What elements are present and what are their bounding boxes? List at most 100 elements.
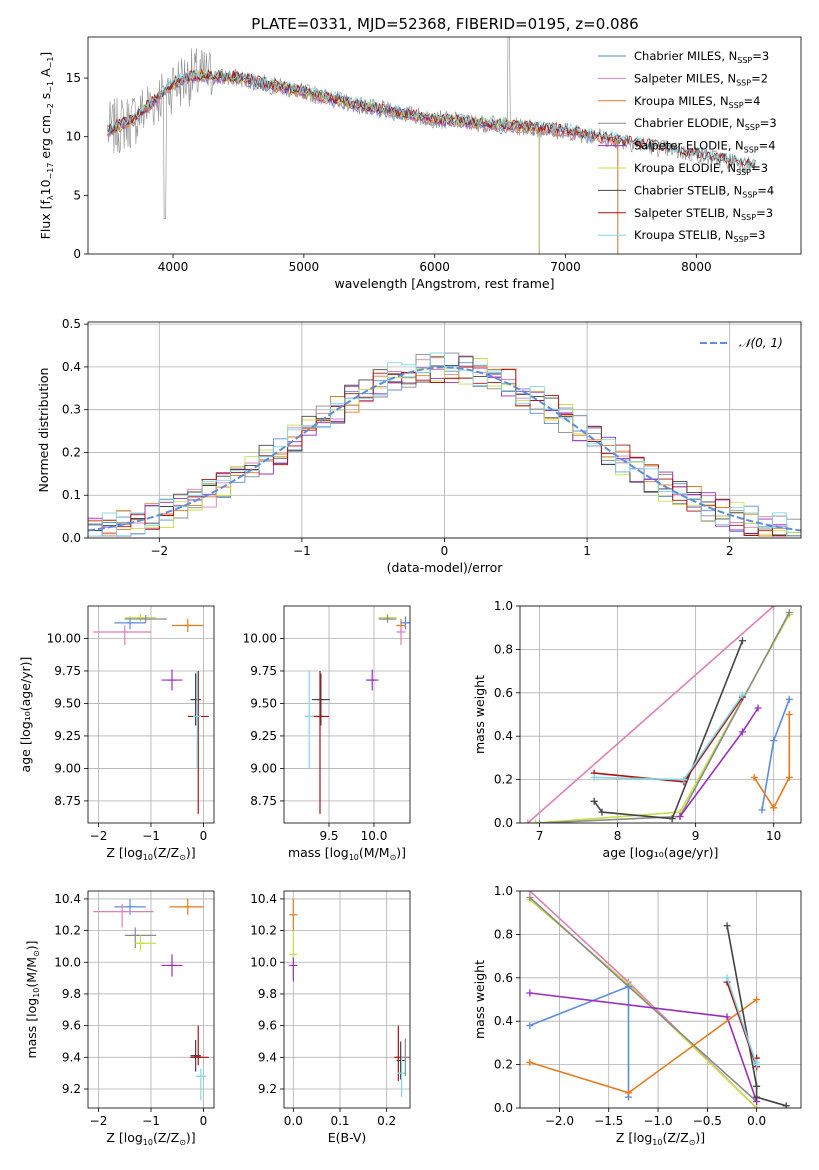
legend-name: Kroupa STELIB, N [634, 228, 734, 242]
x-axis-label: Z [log10(Z/Z⊙)] [106, 845, 195, 862]
legend-sub: SSP [741, 213, 756, 222]
x-tick-label: −1 [293, 544, 311, 558]
axes-frame [87, 36, 802, 255]
weight-marker [536, 819, 544, 823]
y-tick-label: 0.2 [494, 773, 513, 787]
y-tick-label: 15 [66, 71, 81, 85]
label-part: 10 [38, 179, 53, 195]
y-axis-label: Normed distribution [36, 368, 51, 493]
y-tick-label: 0 [73, 247, 81, 261]
x-axis-label: wavelength [Angstrom, rest frame] [334, 276, 554, 291]
label-part: ⊙ [689, 1138, 696, 1147]
spectrum-lines [107, 37, 756, 254]
weight-marker [680, 776, 688, 784]
y-axis-label: mass [log10(M/M⊙)] [24, 940, 41, 1058]
model-spectrum [107, 71, 619, 254]
y-tick-label: 8.75 [250, 794, 277, 808]
weight-marker [590, 773, 598, 781]
x-tick-label: 7 [536, 829, 544, 843]
y-tick-label: 0.0 [494, 816, 513, 830]
y-tick-label: 9.6 [62, 1019, 81, 1033]
weight-line [726, 925, 787, 1107]
x-tick-label: 4000 [158, 260, 189, 274]
x-tick-label: 9.5 [319, 829, 338, 843]
y-tick-label: 1.0 [494, 884, 513, 898]
y-tick-label: 10.2 [250, 924, 277, 938]
x-tick-label: 10.0 [361, 829, 388, 843]
weight-line [529, 899, 758, 1108]
points [93, 613, 209, 814]
legend-name: Salpeter MILES, N [634, 71, 736, 85]
y-tick-label: 0.2 [494, 1058, 513, 1072]
legend-name: Chabrier STELIB, N [634, 183, 742, 197]
label-part: 10 [652, 1138, 662, 1147]
y-tick-label: 10.4 [250, 892, 277, 906]
x-tick-label: 0 [200, 1114, 208, 1128]
x-axis-label: (data-model)/error [387, 560, 504, 575]
histogram-steps [88, 352, 801, 537]
legend-name: Chabrier MILES, N [634, 49, 737, 63]
x-axis-label: mass [log10(M/M⊙)] [288, 845, 406, 862]
y-tick-label: 0.0 [62, 531, 81, 545]
weight-line [726, 981, 758, 1068]
legend-entry: Chabrier STELIB, NSSP=4 [634, 183, 774, 199]
y-tick-label: 0.8 [494, 927, 513, 941]
y-tick-label: 9.50 [250, 696, 277, 710]
legend-value: =3 [752, 49, 769, 63]
legend-value: =3 [760, 116, 777, 130]
model-spectrum [107, 73, 619, 254]
y-axis-label: Flux [fλ10−17 erg cm−2 s−1 A−1] [38, 52, 55, 240]
y-tick-label: 10.0 [54, 955, 81, 969]
y-tick-label: 10.0 [250, 955, 277, 969]
label-part: (M/M [359, 845, 390, 860]
legend-value: =3 [749, 228, 766, 242]
y-tick-label: 9.25 [54, 729, 81, 743]
label-part: erg cm [38, 115, 53, 163]
weight-marker [758, 806, 766, 814]
y-tick-label: 9.8 [62, 987, 81, 1001]
label-part: Flux [f [38, 199, 53, 239]
label-part: 10 [349, 853, 359, 862]
y-axis-label: mass weight [472, 675, 487, 754]
legend-sub: SSP [745, 123, 760, 132]
y-tick-label: 0.4 [62, 360, 81, 374]
legend-entry: 𝒩(0, 1) [739, 336, 783, 350]
legend-value: =4 [744, 94, 761, 108]
legend-value: =3 [756, 206, 773, 220]
weight-marker [770, 804, 778, 812]
model-spectrum [107, 69, 540, 254]
weight-marker [723, 1013, 731, 1021]
legend-sub: SSP [729, 101, 744, 110]
axes-frame [87, 605, 215, 824]
weight-line [594, 694, 744, 781]
figure-title: PLATE=0331, MJD=52368, FIBERID=0195, z=0… [251, 15, 638, 33]
points [289, 898, 410, 1097]
legend-entry: Salpeter MILES, NSSP=2 [634, 71, 768, 87]
weight-marker [598, 808, 606, 816]
y-tick-label: 10.00 [47, 631, 81, 645]
weight-marker [753, 996, 761, 1003]
x-tick-label: 5000 [289, 260, 320, 274]
age-vs-metallicity-panel: −2 −1 0 8.75 9.00 9.25 9.50 9.75 10.00 Z [log10(Z… [18, 605, 215, 862]
weight-marker [624, 1089, 632, 1097]
weight-marker [782, 1102, 790, 1108]
label-part: mass [log [288, 845, 349, 860]
x-tick-label: 1 [583, 544, 591, 558]
y-tick-label: 9.4 [258, 1050, 277, 1064]
y-tick-label: 9.75 [250, 664, 277, 678]
label-part: Z [log [106, 1130, 142, 1145]
weight-lines [526, 891, 790, 1108]
x-tick-label: 8000 [681, 260, 712, 274]
weight-marker [526, 891, 534, 895]
label-part: (Z/Z [153, 845, 179, 860]
y-tick-label: 5 [73, 188, 81, 202]
y-tick-label: 0.6 [494, 971, 513, 985]
x-tick-label: 0 [441, 544, 449, 558]
label-part: (M/M [24, 957, 39, 988]
x-tick-label: 7000 [550, 260, 581, 274]
y-tick-label: 10.2 [54, 924, 81, 938]
weight-line [761, 699, 791, 811]
legend-entry: Salpeter ELODIE, NSSP=4 [634, 139, 776, 155]
y-tick-label: 9.00 [250, 761, 277, 775]
weight-marker [785, 773, 793, 781]
